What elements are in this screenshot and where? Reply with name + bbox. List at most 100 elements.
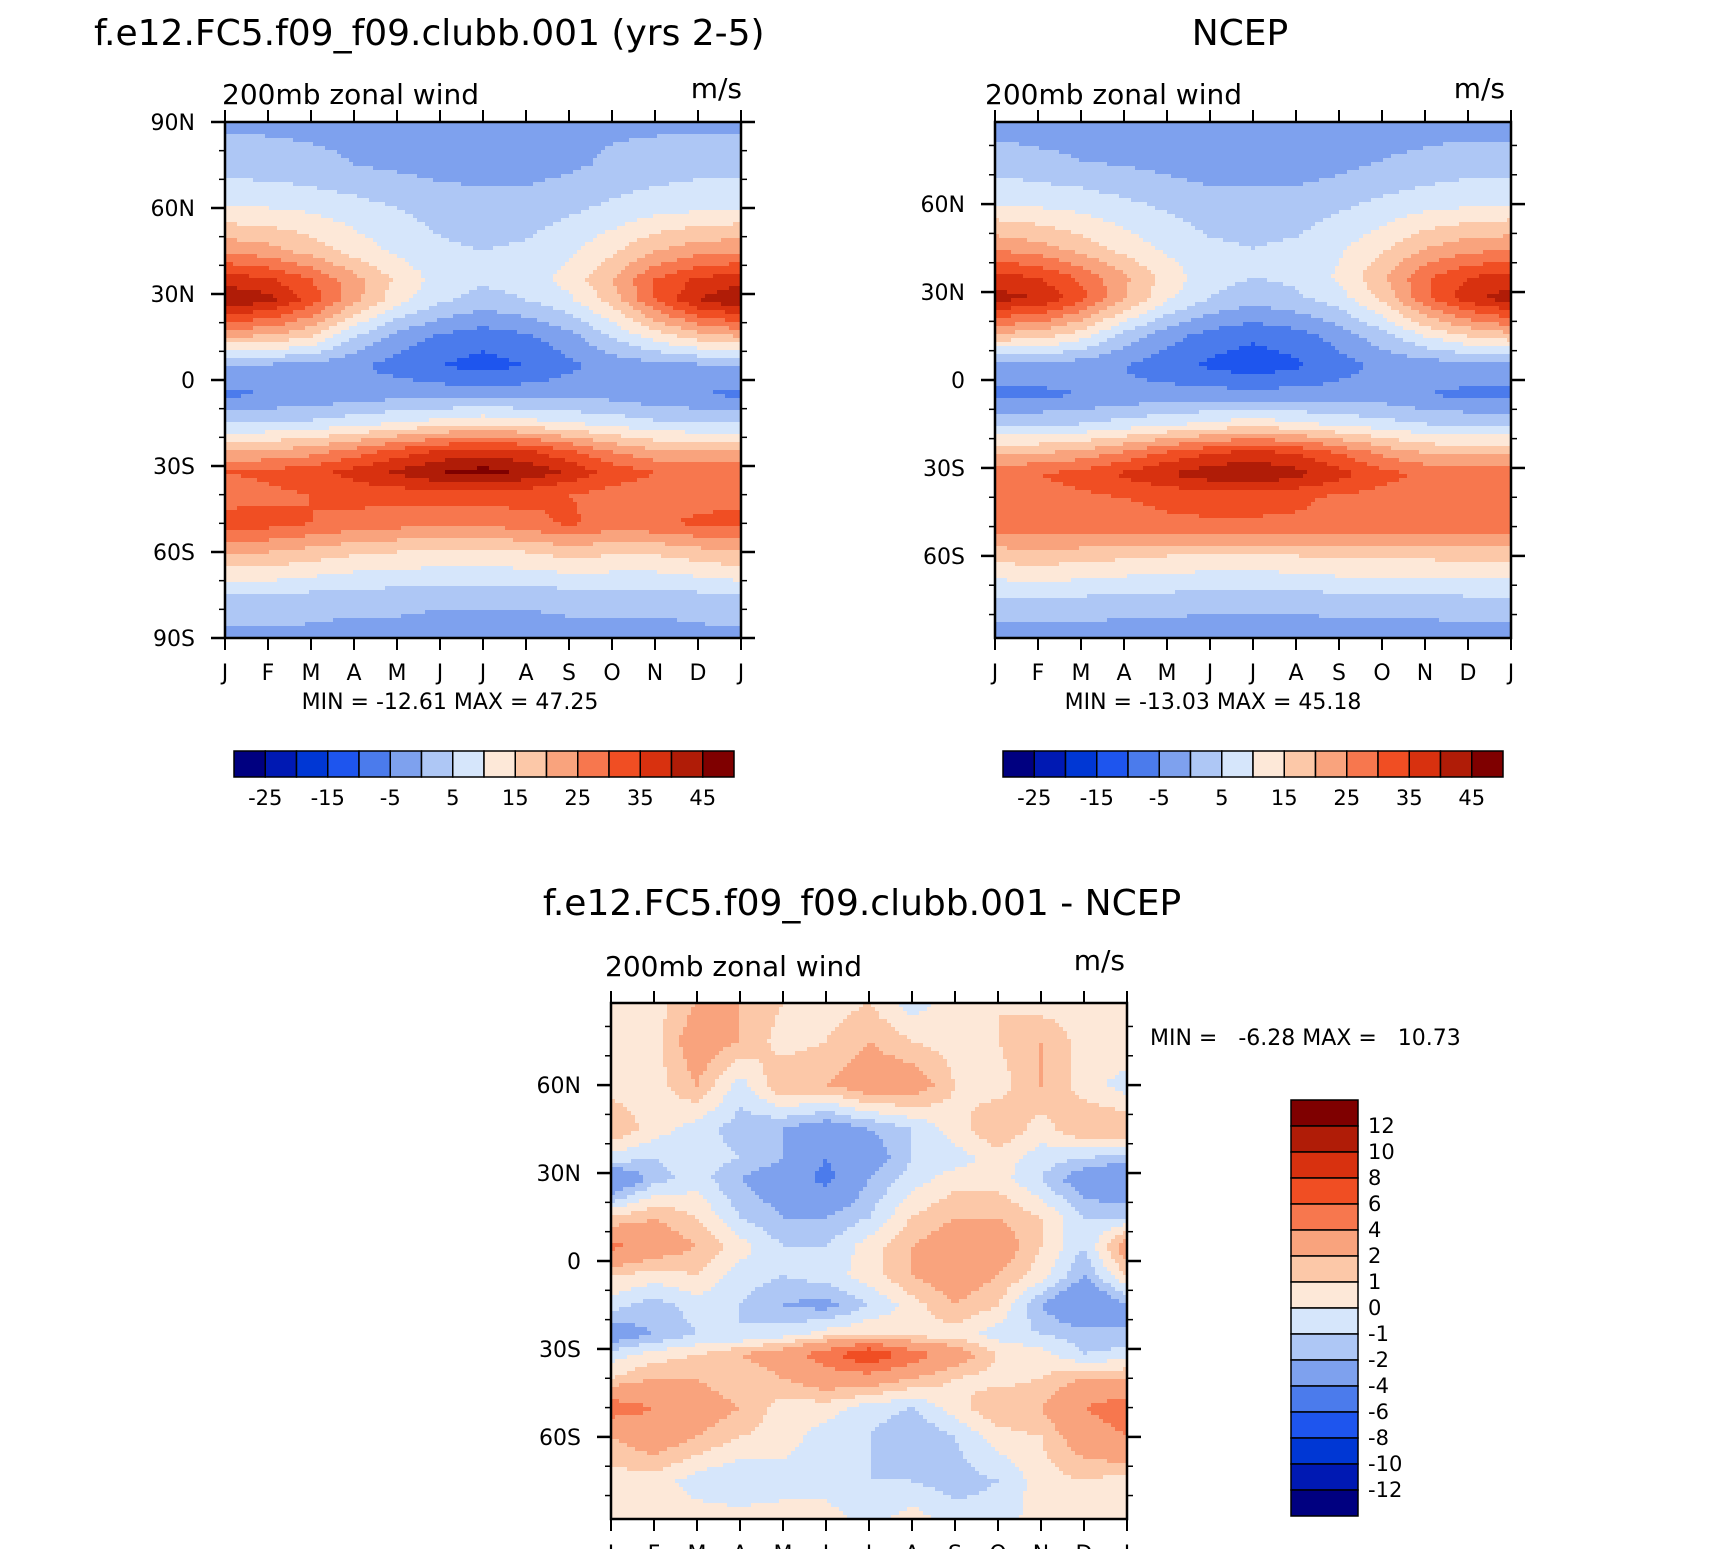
field-cell (341, 130, 346, 135)
field-cell (681, 218, 686, 223)
field-cell (313, 158, 318, 163)
field-cell (597, 238, 602, 243)
field-cell (461, 210, 466, 215)
field-cell (273, 146, 278, 151)
field-cell (725, 238, 730, 243)
field-cell (249, 158, 254, 163)
field-cell (641, 230, 646, 235)
field-cell (309, 202, 314, 207)
field-cell (597, 210, 602, 215)
field-cell (485, 138, 490, 143)
field-cell (593, 158, 598, 163)
field-cell (585, 166, 590, 171)
field-cell (645, 250, 650, 255)
field-cell (453, 218, 458, 223)
field-cell (437, 122, 442, 127)
field-cell (373, 222, 378, 227)
field-cell (693, 190, 698, 195)
field-cell (461, 198, 466, 203)
field-cell (453, 270, 458, 275)
field-cell (329, 202, 334, 207)
field-cell (577, 206, 582, 211)
field-cell (525, 198, 530, 203)
field-cell (685, 150, 690, 155)
field-cell (497, 266, 502, 271)
field-cell (313, 154, 318, 159)
field-cell (365, 198, 370, 203)
field-cell (737, 154, 742, 159)
field-cell (421, 162, 426, 167)
field-cell (477, 194, 482, 199)
field-cell (337, 210, 342, 215)
field-cell (689, 250, 694, 255)
field-cell (365, 258, 370, 263)
field-cell (229, 266, 234, 271)
field-cell (353, 174, 358, 179)
field-cell (521, 194, 526, 199)
field-cell (257, 266, 262, 271)
field-cell (725, 178, 730, 183)
field-cell (725, 198, 730, 203)
field-cell (377, 254, 382, 259)
field-cell (529, 202, 534, 207)
field-cell (633, 206, 638, 211)
field-cell (409, 226, 414, 231)
field-cell (525, 202, 530, 207)
field-cell (529, 254, 534, 259)
field-cell (561, 210, 566, 215)
field-cell (485, 174, 490, 179)
field-cell (649, 258, 654, 263)
field-cell (709, 246, 714, 251)
field-cell (461, 134, 466, 139)
field-cell (465, 270, 470, 275)
field-cell (525, 138, 530, 143)
field-cell (649, 138, 654, 143)
field-cell (313, 226, 318, 231)
field-cell (589, 158, 594, 163)
field-cell (349, 174, 354, 179)
field-cell (429, 202, 434, 207)
field-cell (353, 222, 358, 227)
field-cell (233, 246, 238, 251)
field-cell (661, 194, 666, 199)
field-cell (293, 150, 298, 155)
field-cell (733, 166, 738, 171)
field-cell (621, 190, 626, 195)
field-cell (533, 122, 538, 127)
field-cell (229, 238, 234, 243)
field-cell (441, 158, 446, 163)
field-cell (609, 174, 614, 179)
field-cell (349, 246, 354, 251)
field-cell (525, 186, 530, 191)
field-cell (713, 122, 718, 127)
field-cell (333, 206, 338, 211)
field-cell (417, 230, 422, 235)
field-cell (301, 138, 306, 143)
field-cell (257, 162, 262, 167)
field-cell (521, 202, 526, 207)
field-cell (525, 150, 530, 155)
field-cell (421, 266, 426, 271)
field-cell (693, 234, 698, 239)
field-cell (393, 230, 398, 235)
field-cell (729, 174, 734, 179)
field-cell (489, 206, 494, 211)
field-cell (397, 194, 402, 199)
field-cell (565, 262, 570, 267)
field-cell (465, 186, 470, 191)
field-cell (277, 238, 282, 243)
field-cell (677, 154, 682, 159)
field-cell (473, 202, 478, 207)
field-cell (501, 250, 506, 255)
field-cell (553, 198, 558, 203)
field-cell (697, 198, 702, 203)
field-cell (365, 238, 370, 243)
field-cell (269, 122, 274, 127)
field-cell (441, 162, 446, 167)
field-cell (721, 238, 726, 243)
field-cell (505, 230, 510, 235)
field-cell (725, 194, 730, 199)
field-cell (437, 186, 442, 191)
field-cell (589, 242, 594, 247)
field-cell (473, 122, 478, 127)
